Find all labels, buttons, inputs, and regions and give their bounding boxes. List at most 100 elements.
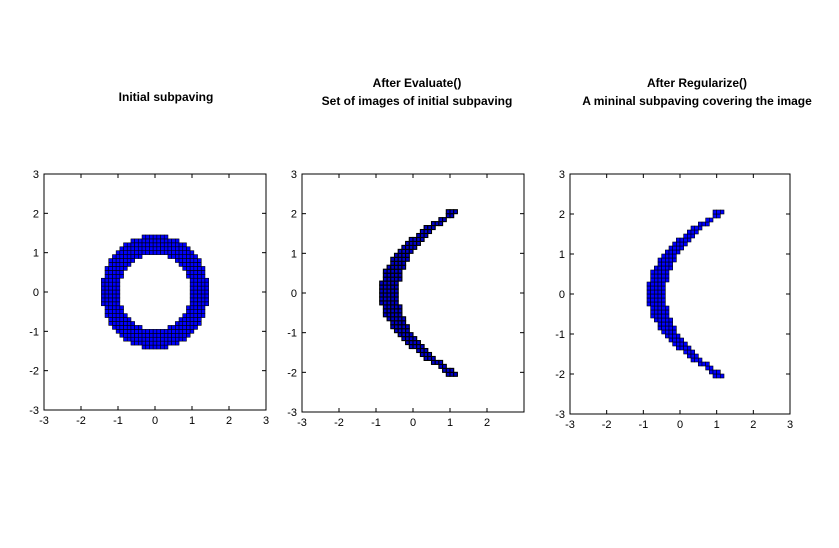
subpaving-box [408,336,414,342]
x-tick-label: 0 [152,415,158,427]
plot-title-line-1: Initial subpaving [119,90,214,104]
subpaving-box [141,336,147,342]
subpaving-box [423,225,429,231]
subpaving-box [661,261,666,267]
subpaving-box [108,285,113,291]
subpaving-box [123,325,128,330]
subpaving-box [101,301,106,307]
subpaving-box [405,328,410,334]
subpaving-box [115,301,121,307]
x-tick-label: 3 [263,415,269,427]
subpaving-box [115,317,121,322]
subpaving-box [189,301,195,307]
subpaving-box [145,340,150,346]
subpaving-box [182,321,187,326]
subpaving-box [141,246,147,252]
subpaving-box [393,260,399,266]
subpaving-box [189,289,195,295]
subpaving-box [115,270,121,275]
subpaving-box [186,266,191,271]
subpaving-box [182,317,187,322]
subpaving-box [112,281,117,287]
subpaving-box [178,329,184,334]
subpaving-box [393,272,399,278]
subpaving-box [676,237,681,243]
subpaving-box [646,301,651,307]
subpaving-box [661,257,666,263]
subpaving-box [123,266,128,271]
subpaving-box [126,325,132,330]
subpaving-box [390,256,396,262]
subpaving-box [112,301,117,307]
subpaving-box [200,266,206,271]
subpaving-box [661,253,666,259]
subpaving-box [119,254,124,259]
subpaving-box [175,321,180,326]
subpaving-box [657,269,662,275]
x-tick-label: -3 [39,415,49,427]
subpaving-box [178,250,184,255]
subpaving-box [672,329,677,335]
subpaving-box [123,329,128,334]
x-tick-label: 2 [484,417,490,429]
subpaving-box [149,329,154,334]
subpaving-box [160,329,165,334]
subpaving-box [156,332,161,338]
subpaving-box [683,341,688,347]
subpaving-box [123,317,128,322]
subpaving-box [405,332,410,338]
subpaving-box [668,337,673,343]
subpaving-box [416,236,421,242]
subpaving-box [720,373,725,379]
subpaving-box [379,292,384,298]
subpaving-box [145,250,150,255]
subpaving-box [405,256,410,262]
y-tick-label: 1 [33,248,39,260]
subpaving-box [386,288,392,294]
axes-frame [569,173,791,415]
subpaving-box [119,270,124,275]
y-tick-label: -2 [287,367,297,379]
subpaving-box [130,336,135,342]
subpaving-box [679,241,684,247]
subpaving-box [119,305,124,310]
subpaving-box [646,285,651,291]
subpaving-box [193,262,198,267]
subpaving-box [412,344,418,350]
x-tick-label: 0 [410,417,416,429]
subpaving-box [175,340,180,346]
subpaving-box [186,270,191,275]
subpaving-box [379,280,384,286]
y-tick-label: 0 [291,288,297,300]
subpaving-box [171,242,176,248]
subpaving-box [163,336,169,342]
subpaving-box [405,340,410,346]
subpaving-box [115,309,121,314]
y-tick-label: -3 [29,405,39,417]
subpaving-box [672,253,677,259]
x-tick-label: 2 [750,419,756,431]
subpaving-box [679,341,684,347]
subpaving-box [401,256,407,262]
subpaving-box [163,238,169,244]
subpaving-box [115,293,121,299]
subpaving-box [134,238,139,244]
y-tick-label: 1 [559,249,565,261]
subpaving-box [141,234,147,240]
subpaving-box [138,246,143,252]
subpaving-box [416,347,421,354]
subpaving-box [130,329,135,334]
subpaving-box [115,281,121,287]
subpaving-box [427,355,433,361]
y-tick-label: 0 [33,287,39,299]
subpaving-box [442,363,447,369]
subpaving-box [193,313,198,318]
subpaving-boxes [646,209,725,379]
subpaving-box [182,313,187,318]
subpaving-box [108,317,113,322]
subpaving-box [393,288,399,294]
subpaving-box [134,336,139,342]
subpaving-box [401,332,407,338]
x-tick-label: 3 [787,419,793,431]
